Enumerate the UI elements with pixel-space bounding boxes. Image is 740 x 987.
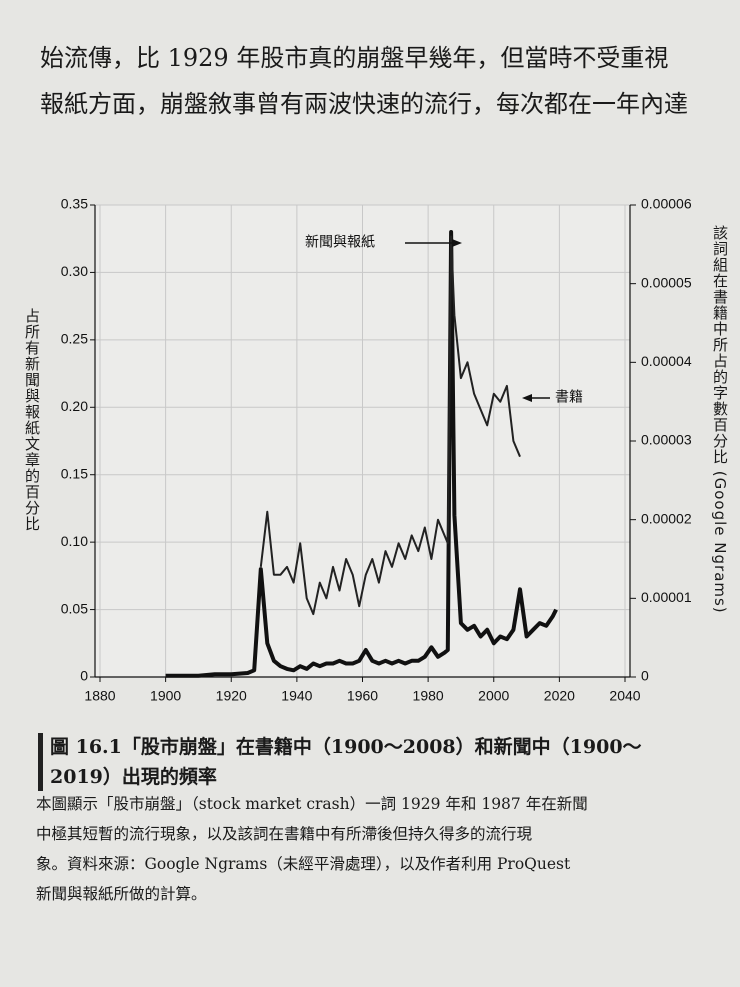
y2-tick-label: 0.00005 — [641, 274, 692, 290]
plot: 1880 1900 1920 1940 1960 1980 2000 2020 204000.0… — [61, 196, 692, 704]
x-tick-label: 1900 — [150, 688, 181, 704]
annotation: 新聞與報紙 — [305, 234, 375, 250]
y2-axis-label: 該詞組在書籍中所占的字數百分比 (Google Ngrams) — [711, 225, 729, 614]
y-tick-label: 0.20 — [61, 398, 88, 414]
y2-tick-label: 0.00006 — [641, 196, 692, 212]
arrow-head — [452, 239, 462, 247]
x-tick-label: 1940 — [281, 688, 312, 704]
x-tick-label: 1980 — [413, 688, 444, 704]
series-line — [165, 230, 558, 678]
y2-tick-label: 0.00002 — [641, 510, 692, 526]
y-tick-label: 0.30 — [61, 263, 88, 279]
caption: 2019）出現的頻率 — [50, 766, 217, 788]
y-tick-label: 0.25 — [61, 331, 88, 347]
y-tick-label: 0 — [80, 668, 88, 684]
x-tick-label: 1960 — [347, 688, 378, 704]
caption: 圖 16.1「股市崩盤」在書籍中（1900～2008）和新聞中（1900～ — [50, 736, 642, 758]
y2-tick-label: 0.00004 — [641, 353, 692, 369]
body-text: 始流傳，比 1929 年股市真的崩盤早幾年，但當時不受重視 — [40, 44, 669, 72]
description: 象。資料來源：Google Ngrams（未經平滑處理），以及作者利用 ProQ… — [36, 855, 571, 873]
body-text: 報紙方面，崩盤敘事曾有兩波快速的流行，每次都在一年內達 — [40, 90, 688, 118]
series-line — [259, 235, 521, 616]
y-tick-label: 0.05 — [61, 600, 88, 616]
caption-bar — [38, 733, 43, 791]
y-tick-label: 0.35 — [61, 196, 88, 212]
description: 中極其短暫的流行現象，以及該詞在書籍中有所滯後但持久得多的流行現 — [36, 825, 533, 843]
y-tick-label: 0.15 — [61, 465, 88, 481]
arrow-head — [522, 394, 532, 402]
x-tick-label: 2020 — [544, 688, 575, 704]
annotation: 書籍 — [555, 389, 583, 405]
x-tick-label: 2000 — [478, 688, 509, 704]
y2-tick-label: 0 — [641, 668, 649, 684]
y2-tick-label: 0.00001 — [641, 589, 692, 605]
x-tick-label: 1880 — [84, 688, 115, 704]
y-axis-label: 占所有新聞與報紙文章的百分比 — [23, 308, 41, 532]
x-tick-label: 2040 — [609, 688, 640, 704]
x-tick-label: 1920 — [216, 688, 247, 704]
description: 新聞與報紙所做的計算。 — [36, 885, 207, 903]
y2-tick-label: 0.00003 — [641, 432, 692, 448]
description: 本圖顯示「股市崩盤」（stock market crash）一詞 1929 年和… — [36, 795, 588, 813]
y-tick-label: 0.10 — [61, 533, 88, 549]
